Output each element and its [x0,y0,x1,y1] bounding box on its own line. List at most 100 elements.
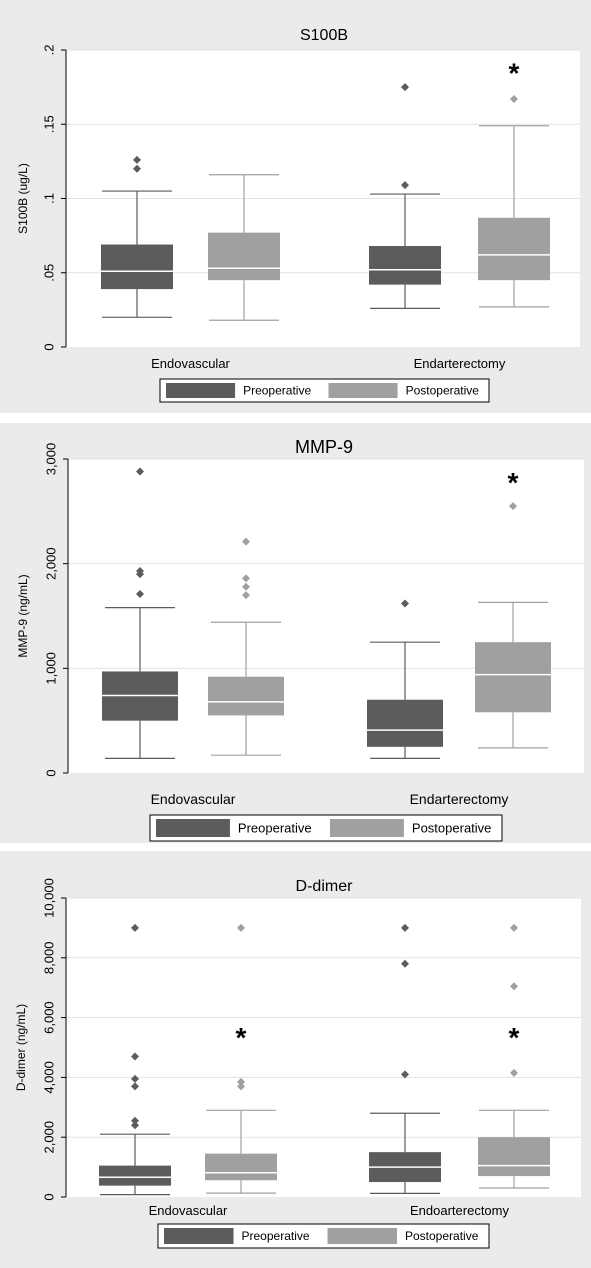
outlier-point [237,1082,245,1091]
outlier-point [401,923,409,932]
box-iqr [208,232,280,281]
outlier-point [242,574,250,583]
outlier-point [131,923,139,932]
significance-asterisk: * [236,1022,247,1053]
legend-label: Preoperative [242,1229,310,1243]
outlier-point [136,467,144,476]
legend-label: Preoperative [243,384,311,398]
box-preoperative-0 [102,467,178,759]
outlier-point [136,590,144,599]
outlier-point [401,1070,409,1079]
legend-swatch-preoperative [156,819,230,837]
box-postoperative-0 [205,923,277,1194]
box-preoperative-1 [367,599,443,759]
significance-asterisk: * [509,57,520,88]
outlier-point [131,1082,139,1091]
outlier-point [510,1068,518,1077]
legend-label: Postoperative [412,820,492,835]
chart-title: D-dimer [296,878,354,895]
legend: Preoperative Postoperative [149,814,503,842]
box-postoperative-0 [208,174,280,321]
legend-swatch-preoperative [166,383,236,398]
box-iqr [205,1153,277,1181]
box-iqr [99,1165,171,1186]
plot-area [68,459,584,773]
outlier-point [242,582,250,591]
y-axis-label: MMP-9 (ng/mL) [16,574,30,657]
box-preoperative-1 [369,83,441,309]
box-preoperative-0 [101,155,173,318]
y-tick-label: 2,000 [43,547,58,580]
box-plot-1: MMP-9 0 1,000 2,000 3,000 MMP-9 (ng/mL) * Endov… [0,423,591,843]
category-label: Endovascular [149,1203,228,1218]
outlier-point [131,1116,139,1125]
y-tick-label: 6,000 [41,1001,56,1034]
legend-label: Postoperative [405,1229,479,1243]
box-plot-0: S100B 0 .05 .1 .15 .2 S100B (ug/L) * Endovascula… [0,0,591,413]
outlier-point [401,181,409,190]
y-tick-label: 8,000 [41,942,56,975]
outlier-point [131,1074,139,1083]
y-tick-label: 3,000 [43,443,58,476]
outlier-point [237,923,245,932]
y-tick-label: .2 [41,45,56,56]
box-iqr [478,217,550,281]
category-label: Endovascular [151,356,230,371]
box-iqr [367,699,443,747]
legend-swatch-postoperative [328,383,398,398]
box-postoperative-1 [475,502,551,749]
y-tick-label: 2,000 [41,1121,56,1154]
significance-asterisk: * [508,467,519,498]
legend-label: Preoperative [238,820,312,835]
y-axis-label: D-dimer (ng/mL) [14,1004,28,1091]
outlier-point [242,591,250,600]
outlier-point [133,155,141,164]
outlier-point [401,959,409,968]
outlier-point [510,982,518,991]
outlier-point [242,537,250,546]
box-iqr [475,642,551,713]
legend-swatch-preoperative [164,1228,234,1244]
category-label: Endarterectomy [410,791,509,807]
y-tick-label: 10,000 [41,878,56,918]
box-iqr [478,1137,550,1177]
box-postoperative-0 [208,537,284,756]
y-tick-label: 4,000 [41,1061,56,1094]
y-tick-label: .15 [41,115,56,133]
y-tick-label: 0 [41,1193,56,1200]
outlier-point [237,1077,245,1086]
outlier-point [509,502,517,511]
significance-asterisk: * [509,1022,520,1053]
category-label: Endoarterectomy [410,1203,509,1218]
legend-box [159,378,490,403]
outlier-point [131,1052,139,1061]
y-tick-label: 0 [43,769,58,776]
legend: Preoperative Postoperative [157,1223,490,1249]
y-tick-label: .1 [41,193,56,204]
y-tick-label: 1,000 [43,652,58,685]
legend-swatch-postoperative [330,819,404,837]
category-label: Endarterectomy [414,356,506,371]
box-iqr [101,244,173,290]
box-postoperative-1 [478,923,550,1189]
box-iqr [369,246,441,285]
y-tick-label: .05 [41,264,56,282]
box-preoperative-1 [369,923,441,1195]
y-axis-label: S100B (ug/L) [16,163,30,234]
category-label: Endovascular [151,791,236,807]
legend: Preoperative Postoperative [159,378,490,403]
box-plot-2: D-dimer 0 2,000 4,000 6,000 8,000 10,000 D-dime… [0,851,591,1268]
outlier-point [510,95,518,104]
outlier-point [131,1121,139,1130]
outlier-point [133,164,141,173]
legend-label: Postoperative [406,384,480,398]
outlier-point [510,923,518,932]
outlier-point [401,599,409,608]
box-postoperative-1 [478,95,550,308]
y-tick-label: 0 [41,343,56,350]
outlier-point [401,83,409,92]
outlier-point [136,566,144,575]
box-iqr [208,676,284,716]
chart-title: S100B [300,27,348,44]
